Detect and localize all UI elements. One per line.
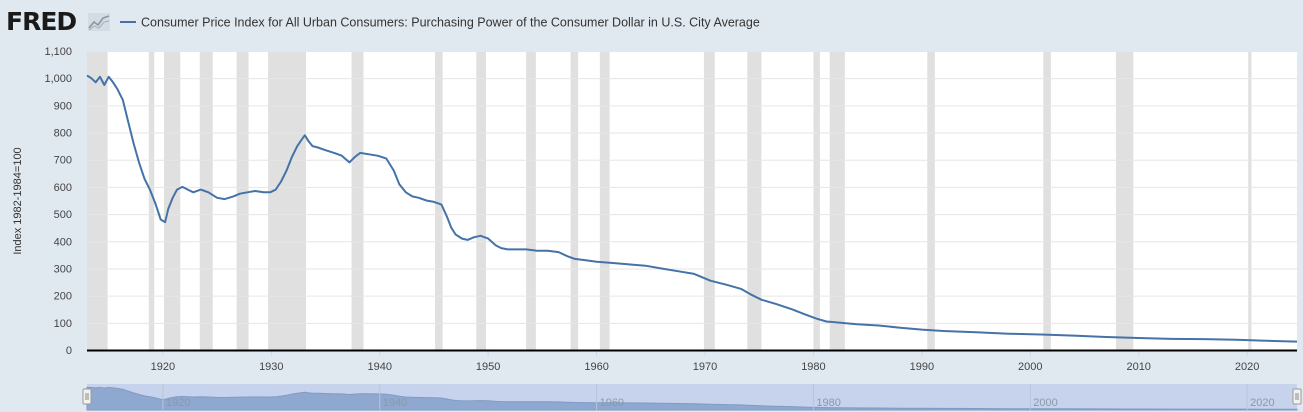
- legend-series-label[interactable]: Consumer Price Index for All Urban Consu…: [141, 16, 760, 30]
- navigator-tick-label: 2020: [1250, 397, 1274, 409]
- recession-band: [148, 51, 155, 350]
- recession-band: [199, 51, 213, 350]
- navigator-tick-label: 1920: [166, 397, 190, 409]
- y-tick-label: 800: [54, 128, 72, 140]
- y-tick-label: 1,100: [44, 46, 72, 58]
- navigator-left-handle[interactable]: [82, 388, 92, 405]
- x-tick-label: 1940: [367, 361, 391, 373]
- recession-band: [476, 51, 486, 350]
- x-tick-label: 2000: [1018, 361, 1042, 373]
- y-tick-label: 900: [54, 100, 72, 112]
- series-line[interactable]: [86, 74, 1298, 343]
- y-tick-label: 100: [54, 318, 72, 330]
- recession-band: [435, 51, 443, 350]
- recession-band: [236, 51, 249, 350]
- y-tick-label: 1,000: [44, 73, 72, 85]
- y-tick-label: 300: [54, 263, 72, 275]
- x-tick-label: 2020: [1235, 361, 1259, 373]
- recession-band: [570, 51, 579, 350]
- recession-band: [87, 51, 108, 350]
- header: FRED Consumer Price Index for All Urban …: [6, 7, 760, 36]
- y-axis-label: Index 1982-1984=100: [12, 147, 24, 254]
- navigator-ticks: 1920 1940 1960 1980 2000 2020: [162, 384, 1275, 410]
- y-tick-label: 600: [54, 182, 72, 194]
- y-tick-label: 0: [66, 345, 72, 357]
- recession-band: [703, 51, 715, 350]
- y-tick-label: 400: [54, 236, 72, 248]
- chart-line-icon: [88, 13, 110, 31]
- recession-band: [351, 51, 364, 350]
- y-tick-label: 500: [54, 209, 72, 221]
- recession-band: [927, 51, 935, 350]
- x-tick-label: 1950: [476, 361, 500, 373]
- recession-bands: [87, 51, 1252, 350]
- y-axis-ticks: 0 100 200 300 400 500 600 700 800 900 1,000 1,100: [44, 46, 72, 357]
- navigator-tick-label: 1940: [383, 397, 407, 409]
- recession-band: [599, 51, 610, 350]
- x-tick-label: 1980: [801, 361, 825, 373]
- x-tick-label: 1990: [910, 361, 934, 373]
- recession-band: [268, 51, 307, 350]
- navigator-tick-label: 2000: [1033, 397, 1057, 409]
- recession-band: [526, 51, 536, 350]
- fred-logo[interactable]: FRED: [6, 7, 77, 36]
- navigator[interactable]: 1920 1940 1960 1980 2000 2020: [82, 384, 1302, 411]
- recession-band: [1248, 51, 1252, 350]
- x-axis-ticks: 1920 1930 1940 1950 1960 1970 1980 1990 2000 2010…: [151, 350, 1259, 373]
- recession-band: [1115, 51, 1134, 350]
- recession-band: [829, 51, 845, 350]
- recession-band: [747, 51, 762, 350]
- plot-area: 0 100 200 300 400 500 600 700 800 900 1,000 1,100 1…: [12, 46, 1298, 373]
- navigator-series: [86, 386, 1298, 411]
- navigator-right-handle[interactable]: [1292, 388, 1302, 405]
- x-tick-label: 2010: [1126, 361, 1150, 373]
- recession-band: [813, 51, 820, 350]
- navigator-tick-label: 1980: [816, 397, 840, 409]
- y-tick-label: 200: [54, 291, 72, 303]
- y-tick-label: 700: [54, 155, 72, 167]
- recession-band: [1043, 51, 1051, 350]
- navigator-tick-label: 1960: [600, 397, 624, 409]
- x-tick-label: 1930: [259, 361, 283, 373]
- x-tick-label: 1970: [693, 361, 717, 373]
- gridlines: [87, 51, 1297, 324]
- x-tick-label: 1960: [584, 361, 608, 373]
- x-tick-label: 1920: [151, 361, 175, 373]
